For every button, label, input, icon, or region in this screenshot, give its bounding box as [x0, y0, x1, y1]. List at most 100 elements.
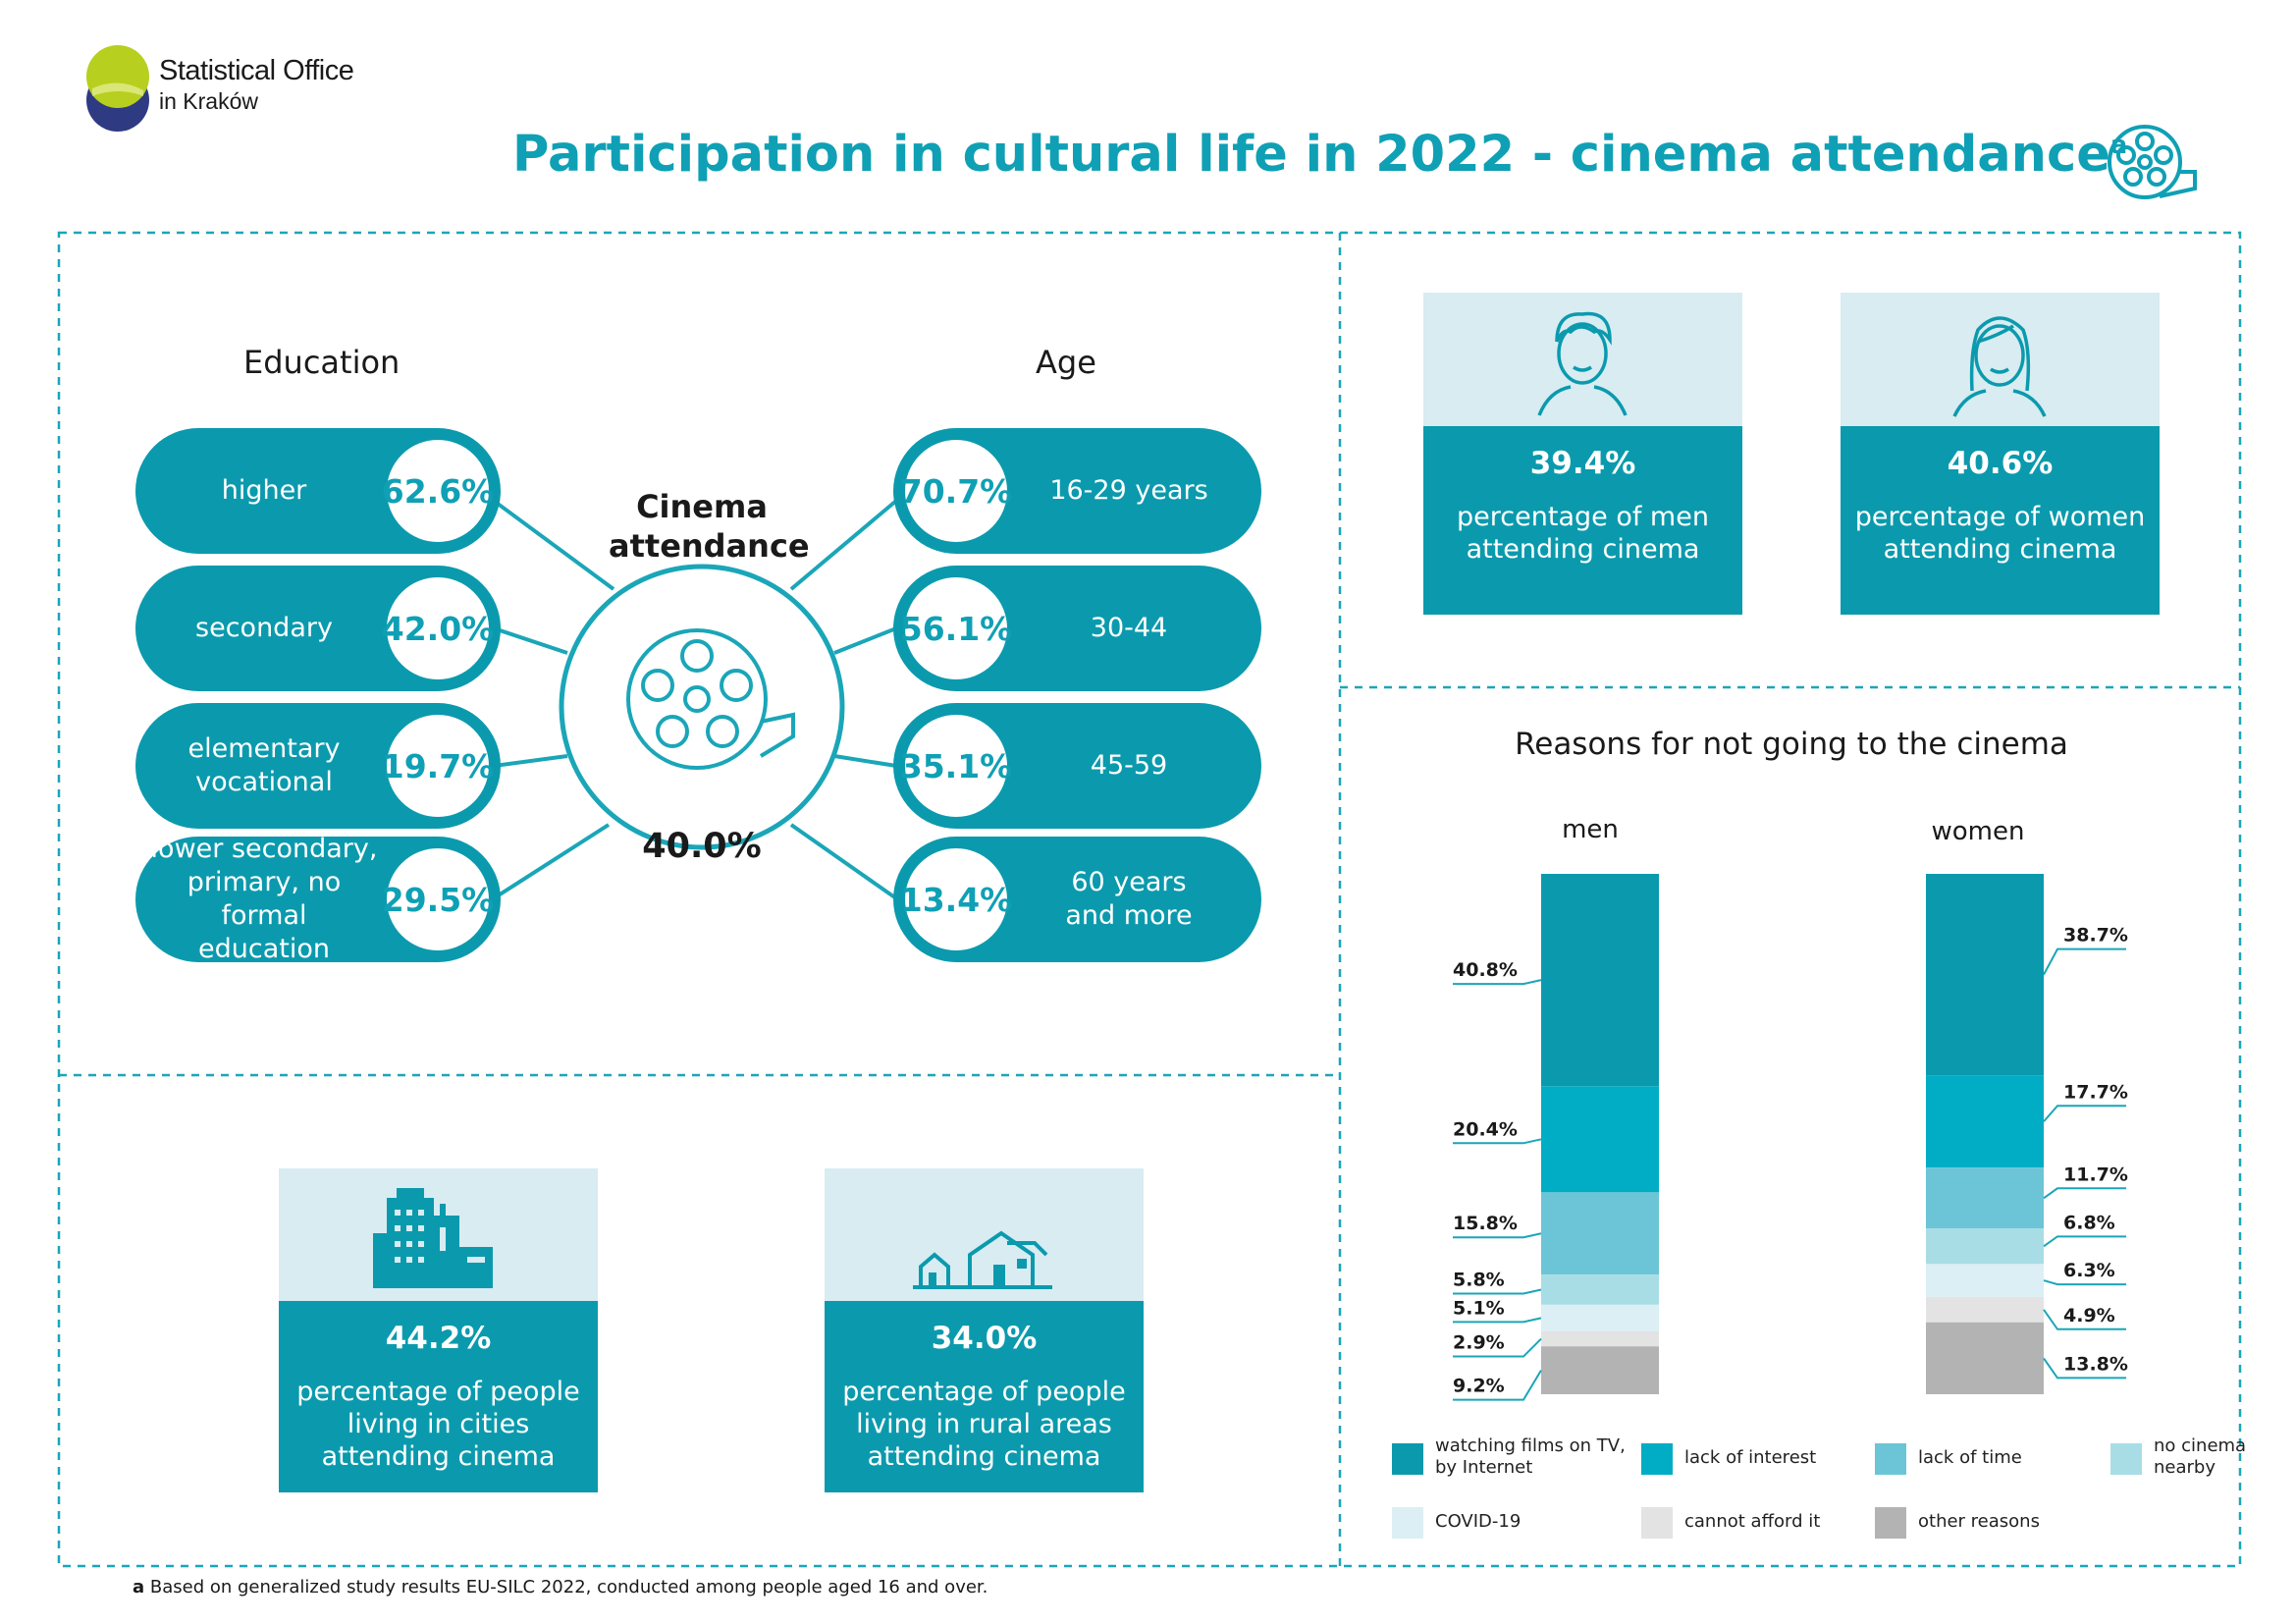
men-card: 39.4% percentage of men attending cinema [1423, 426, 1742, 615]
legend-label: cannot afford it [1684, 1511, 1820, 1533]
age-pill: 30-44 56.1% [893, 566, 1261, 691]
bar-segment [1541, 874, 1659, 1087]
man-icon [1537, 311, 1628, 416]
segment-value-label: 40.8% [1453, 959, 1518, 981]
bar-segment [1541, 1304, 1659, 1331]
age-label: 60 years and more [1065, 867, 1193, 931]
title-footnote-mark: a [2109, 131, 2128, 160]
page-title-text: Participation in cultural life in 2022 -… [512, 126, 2110, 184]
data-label: 4.9% [2043, 1305, 2126, 1330]
segment-value-label: 13.8% [2063, 1353, 2128, 1375]
connector-lines [492, 499, 898, 900]
education-value: 29.5% [382, 844, 494, 954]
education-pill: secondary 42.0% [135, 566, 501, 691]
legend-swatch [1641, 1507, 1673, 1539]
age-value: 56.1% [900, 573, 1012, 683]
page-title: Participation in cultural life in 2022 -… [512, 126, 2127, 184]
men-value: 39.4% [1529, 446, 1636, 481]
legend-label-line1: cannot afford it [1684, 1511, 1821, 1532]
segment-value-label: 9.2% [1453, 1376, 1505, 1397]
women-card-image [1841, 293, 2160, 426]
legend-label-line2: nearby [2154, 1457, 2216, 1478]
bar-segment [1541, 1192, 1659, 1275]
legend-swatch [1392, 1443, 1423, 1475]
age-label: 45-59 [1090, 750, 1168, 781]
age-label: 30-44 [1090, 613, 1168, 643]
women-card: 40.6% percentage of women attending cine… [1841, 426, 2160, 615]
segment-value-label: 4.9% [2063, 1305, 2115, 1326]
education-label: secondary [195, 613, 333, 643]
legend-label-line1: other reasons [1918, 1511, 2040, 1532]
legend-label: lack of time [1918, 1447, 2022, 1469]
cities-text-line2: living in cities [347, 1409, 530, 1439]
cities-card-image [279, 1168, 598, 1301]
footnote-text: Based on generalized study results EU-SI… [144, 1577, 988, 1597]
segment-value-label: 15.8% [1453, 1213, 1518, 1234]
age-pill: 45-59 35.1% [893, 703, 1261, 829]
rural-text-line2: living in rural areas [856, 1409, 1112, 1439]
women-text-line2: attending cinema [1883, 534, 2117, 565]
bar-segment [1926, 1296, 2044, 1323]
footnote-mark: a [133, 1577, 145, 1597]
bar-segment [1926, 1322, 2044, 1394]
data-label: 5.1% [1453, 1297, 1542, 1324]
chart-title: Reasons for not going to the cinema [1515, 727, 2068, 762]
data-label: 38.7% [2043, 925, 2128, 976]
bar-segment [1926, 874, 2044, 1076]
center-label: Cinema attendance [609, 487, 810, 566]
film-reel-icon [2108, 125, 2197, 199]
data-label: 15.8% [1453, 1213, 1542, 1239]
age-value: 35.1% [900, 711, 1012, 821]
cities-card: 44.2% percentage of people living in cit… [279, 1301, 598, 1492]
age-label: 16-29 years [1049, 475, 1208, 506]
bar-segment [1541, 1086, 1659, 1193]
city-buildings-icon [373, 1188, 493, 1288]
legend-swatch [2110, 1443, 2142, 1475]
education-pill: lower secondary, primary, no formal educ… [135, 834, 501, 964]
women-text-line1: percentage of women [1854, 502, 2146, 532]
education-heading: Education [243, 344, 400, 381]
education-label: lower secondary, primary, no formal educ… [150, 834, 378, 964]
legend-label: no cinema nearby [2154, 1435, 2246, 1479]
data-label: 6.3% [2043, 1260, 2126, 1286]
segment-value-label: 5.1% [1453, 1297, 1505, 1319]
education-value: 62.6% [382, 436, 494, 546]
men-card-image [1423, 293, 1742, 426]
legend-label: COVID-19 [1435, 1511, 1521, 1533]
center-value: 40.0% [642, 827, 762, 866]
data-label: 5.8% [1453, 1269, 1542, 1295]
rural-value: 34.0% [931, 1321, 1038, 1356]
org-name-line2: in Kraków [159, 88, 258, 114]
center-reel-icon [626, 628, 795, 770]
men-text-line1: percentage of men [1457, 502, 1709, 532]
segment-value-label: 20.4% [1453, 1118, 1518, 1140]
legend-swatch [1392, 1507, 1423, 1539]
rural-text-line3: attending cinema [867, 1441, 1101, 1472]
data-label: 40.8% [1453, 959, 1542, 986]
age-heading: Age [1036, 344, 1096, 381]
rural-houses-icon [913, 1230, 1052, 1289]
segment-value-label: 17.7% [2063, 1081, 2128, 1103]
segment-value-label: 5.8% [1453, 1269, 1505, 1290]
segment-value-label: 6.3% [2063, 1260, 2115, 1281]
age-value: 13.4% [900, 844, 1012, 954]
center-label-line2: attendance [609, 527, 810, 565]
legend-swatch [1641, 1443, 1673, 1475]
legend-label-line1: watching films on TV, [1435, 1435, 1626, 1456]
age-pill: 16-29 years 70.7% [893, 428, 1261, 554]
woman-icon [1952, 316, 2047, 417]
legend-label-line1: no cinema [2154, 1435, 2247, 1456]
legend-label: other reasons [1918, 1511, 2040, 1533]
org-name-line1: Statistical Office [159, 55, 354, 86]
logo-icon [86, 45, 149, 132]
legend-label: lack of interest [1684, 1447, 1816, 1469]
bar-segment [1926, 1228, 2044, 1265]
cities-text-line1: percentage of people [296, 1377, 580, 1407]
data-label: 9.2% [1453, 1370, 1542, 1401]
bar-segment [1541, 1346, 1659, 1394]
legend-label-line2: by Internet [1435, 1457, 1533, 1478]
education-value: 42.0% [382, 573, 494, 683]
bar-segment [1926, 1264, 2044, 1297]
education-label: higher [221, 475, 307, 506]
rural-card: 34.0% percentage of people living in rur… [825, 1301, 1144, 1492]
